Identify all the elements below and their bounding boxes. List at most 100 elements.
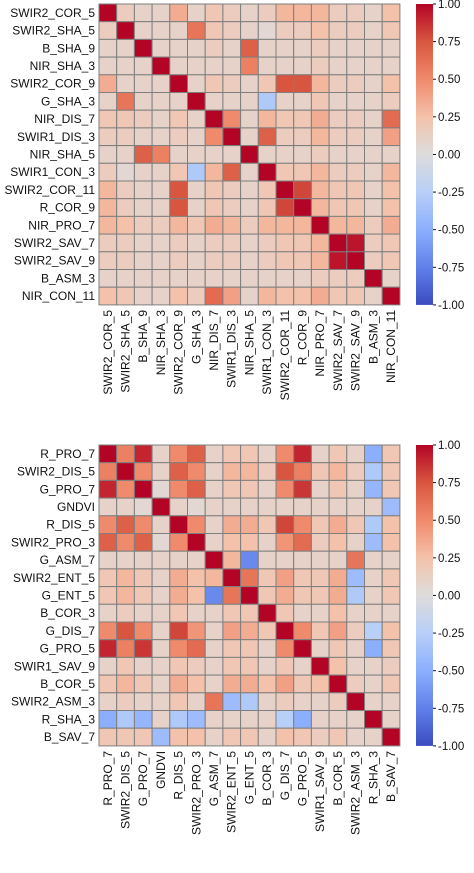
heatmap-cell bbox=[328, 586, 348, 605]
heatmap-cell bbox=[187, 162, 206, 182]
heatmap-cell bbox=[222, 145, 242, 164]
heatmap-cell bbox=[169, 727, 189, 747]
heatmap-cell bbox=[364, 74, 383, 94]
heatmap-cell bbox=[151, 74, 171, 94]
heatmap-cell bbox=[151, 56, 171, 76]
heatmap-cell bbox=[364, 533, 383, 552]
heatmap-cell bbox=[328, 515, 348, 534]
heatmap-cell bbox=[169, 603, 189, 623]
heatmap-cell bbox=[204, 479, 224, 499]
colorbar-tick-label: -0.75 bbox=[438, 262, 464, 274]
heatmap-cell bbox=[116, 251, 135, 271]
x-tick-label: B_ASM_3 bbox=[366, 310, 380, 364]
colorbar-tick-label: 0.00 bbox=[438, 590, 460, 602]
heatmap-cell bbox=[364, 56, 383, 76]
heatmap-cell bbox=[346, 568, 365, 588]
heatmap-cell bbox=[381, 497, 401, 517]
heatmap-cell bbox=[116, 550, 135, 570]
heatmap-cell bbox=[151, 145, 171, 164]
colorbar-tick-label: 0.75 bbox=[438, 478, 460, 490]
heatmap-top: SWIR2_COR_5SWIR2_SHA_5B_SHA_9NIR_SHA_3SW… bbox=[5, 0, 465, 400]
heatmap-cell bbox=[240, 92, 259, 111]
heatmap-cell bbox=[98, 180, 118, 200]
heatmap-cell bbox=[310, 639, 330, 658]
x-tick-label: NIR_SHA_3 bbox=[154, 310, 168, 376]
y-tick-label: G_PRO_5 bbox=[40, 642, 96, 656]
heatmap-cell bbox=[116, 269, 135, 288]
heatmap-cell bbox=[310, 692, 330, 711]
x-tick-label: B_COR_3 bbox=[260, 751, 274, 806]
heatmap-cell bbox=[133, 3, 153, 23]
colorbar-tick-label: 0.50 bbox=[438, 515, 460, 527]
heatmap-cell bbox=[310, 603, 330, 623]
heatmap-cell bbox=[310, 145, 330, 164]
heatmap-cell bbox=[169, 286, 189, 306]
heatmap-cell bbox=[187, 710, 206, 729]
colorbar-tick-label: 1.00 bbox=[438, 440, 460, 452]
heatmap-cell bbox=[275, 479, 295, 499]
y-tick-label: R_PRO_7 bbox=[40, 447, 95, 461]
heatmap-cell bbox=[98, 727, 118, 747]
heatmap-cell bbox=[98, 586, 118, 605]
colorbar bbox=[416, 445, 433, 746]
heatmap-cell bbox=[187, 145, 206, 164]
heatmap-cell bbox=[293, 603, 312, 623]
heatmap-cell bbox=[257, 251, 277, 271]
heatmap-cell bbox=[169, 533, 189, 552]
heatmap-cell bbox=[98, 251, 118, 271]
heatmap-cell bbox=[133, 38, 153, 58]
heatmap-cell bbox=[328, 603, 348, 623]
heatmap-cell bbox=[293, 286, 312, 306]
heatmap-cell bbox=[116, 497, 135, 517]
y-tick-label: NIR_SHA_3 bbox=[30, 59, 96, 73]
heatmap-cell bbox=[381, 674, 401, 694]
heatmap-cell bbox=[381, 603, 401, 623]
colorbar-tick-label: -0.25 bbox=[438, 628, 464, 640]
heatmap-cell bbox=[364, 198, 383, 217]
heatmap-cell bbox=[98, 692, 118, 711]
heatmap-cell bbox=[133, 162, 153, 182]
heatmap-cell bbox=[98, 162, 118, 182]
heatmap-cell bbox=[98, 444, 118, 464]
heatmap-cell bbox=[346, 233, 365, 253]
heatmap-cell bbox=[151, 251, 171, 271]
heatmap-cell bbox=[169, 515, 189, 534]
heatmap-cell bbox=[346, 162, 365, 182]
heatmap-cell bbox=[169, 92, 189, 111]
heatmap-cell bbox=[116, 674, 135, 694]
heatmap-cell bbox=[293, 38, 312, 58]
heatmap-cell bbox=[364, 3, 383, 23]
y-tick-label: SWIR1_DIS_3 bbox=[17, 130, 95, 144]
heatmap-cell bbox=[222, 109, 242, 129]
heatmap-cell bbox=[222, 162, 242, 182]
heatmap-cell bbox=[275, 656, 295, 676]
heatmap-cell bbox=[169, 162, 189, 182]
heatmap-cell bbox=[257, 586, 277, 605]
heatmap-cell bbox=[98, 92, 118, 111]
heatmap-cell bbox=[328, 479, 348, 499]
heatmap-cell bbox=[240, 286, 259, 306]
heatmap-cell bbox=[151, 3, 171, 23]
heatmap-cell bbox=[310, 462, 330, 481]
heatmap-cell bbox=[133, 21, 153, 40]
heatmap-cell bbox=[257, 286, 277, 306]
x-tick-label: G_PRO_7 bbox=[136, 751, 150, 807]
heatmap-cell bbox=[98, 497, 118, 517]
heatmap-cell bbox=[187, 497, 206, 517]
heatmap-cell bbox=[293, 639, 312, 658]
heatmap-cell bbox=[98, 3, 118, 23]
colorbar-tick-label: 0.25 bbox=[438, 553, 460, 565]
y-tick-label: B_COR_5 bbox=[40, 677, 95, 691]
heatmap-cell bbox=[240, 109, 259, 129]
heatmap-cell bbox=[257, 497, 277, 517]
heatmap-cell bbox=[169, 269, 189, 288]
heatmap-cell bbox=[240, 639, 259, 658]
heatmap-cell bbox=[346, 180, 365, 200]
x-tick-label: B_COR_5 bbox=[331, 751, 345, 806]
heatmap-cell bbox=[151, 269, 171, 288]
heatmap-cell bbox=[133, 56, 153, 76]
heatmap-cell bbox=[116, 74, 135, 94]
colorbar-tick-label: 0.50 bbox=[438, 74, 460, 86]
heatmap-cell bbox=[240, 462, 259, 481]
heatmap-cell bbox=[310, 550, 330, 570]
